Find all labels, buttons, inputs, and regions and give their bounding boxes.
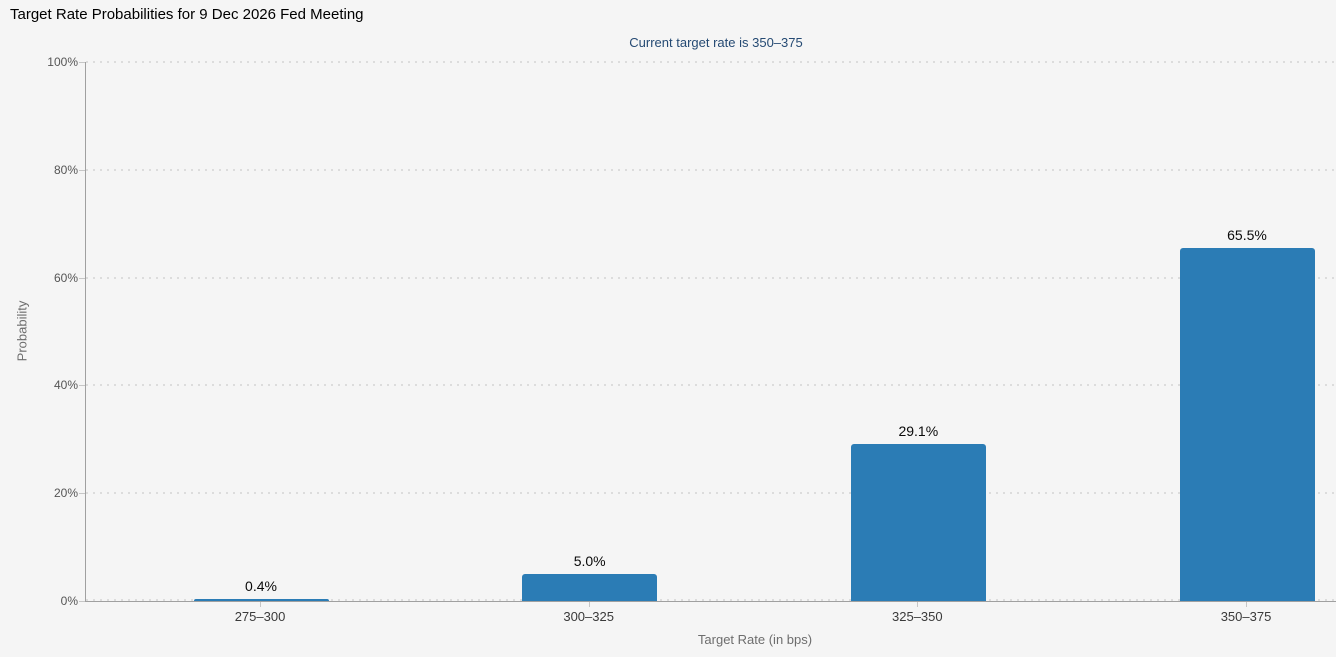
x-tick-mark — [260, 602, 261, 607]
chart-subtitle: Current target rate is 350–375 — [629, 35, 803, 50]
y-tick-mark — [79, 277, 85, 279]
y-tick-mark — [79, 385, 85, 387]
y-tick-label: 80% — [53, 162, 78, 177]
y-tick-mark — [79, 62, 85, 63]
x-axis-title: Target Rate (in bps) — [697, 632, 813, 647]
x-tick-mark — [917, 602, 919, 607]
x-tick-label: 275–300 — [234, 609, 286, 624]
bar-325–350 — [850, 444, 986, 601]
y-tick-label: 60% — [53, 270, 78, 285]
gridline-0% — [86, 598, 1336, 601]
y-tick-label: 0% — [60, 594, 78, 608]
y-tick-label: 20% — [53, 486, 78, 501]
gridline-20% — [86, 492, 1336, 495]
y-tick-mark — [79, 601, 85, 602]
y-tick-label: 40% — [53, 378, 78, 393]
x-tick-label: 300–325 — [563, 609, 614, 624]
x-tick-label: 325–350 — [892, 609, 943, 624]
value-label: 65.5% — [1227, 226, 1267, 243]
value-label: 29.1% — [898, 423, 939, 440]
gridline-80% — [86, 168, 1336, 171]
x-tick-mark — [588, 602, 590, 607]
chart-title: Target Rate Probabilities for 9 Dec 2026… — [10, 6, 364, 23]
bar-300–325 — [522, 574, 658, 601]
bar-275–300 — [193, 598, 329, 601]
plot-area: 0.4% 5.0% 29.1% 65.5% — [85, 61, 1336, 602]
x-tick-mark — [1246, 602, 1247, 607]
y-tick-label: 100% — [47, 55, 78, 69]
gridline-40% — [86, 384, 1336, 387]
y-tick-mark — [79, 169, 85, 171]
value-label: 5.0% — [573, 553, 606, 570]
gridline-100% — [86, 61, 1336, 63]
bar-350–375 — [1179, 247, 1315, 601]
y-tick-mark — [79, 493, 85, 495]
gridline-60% — [86, 276, 1336, 279]
y-axis-title: Probability — [14, 300, 30, 362]
x-tick-label: 350–375 — [1220, 609, 1272, 624]
value-label: 0.4% — [245, 577, 277, 594]
